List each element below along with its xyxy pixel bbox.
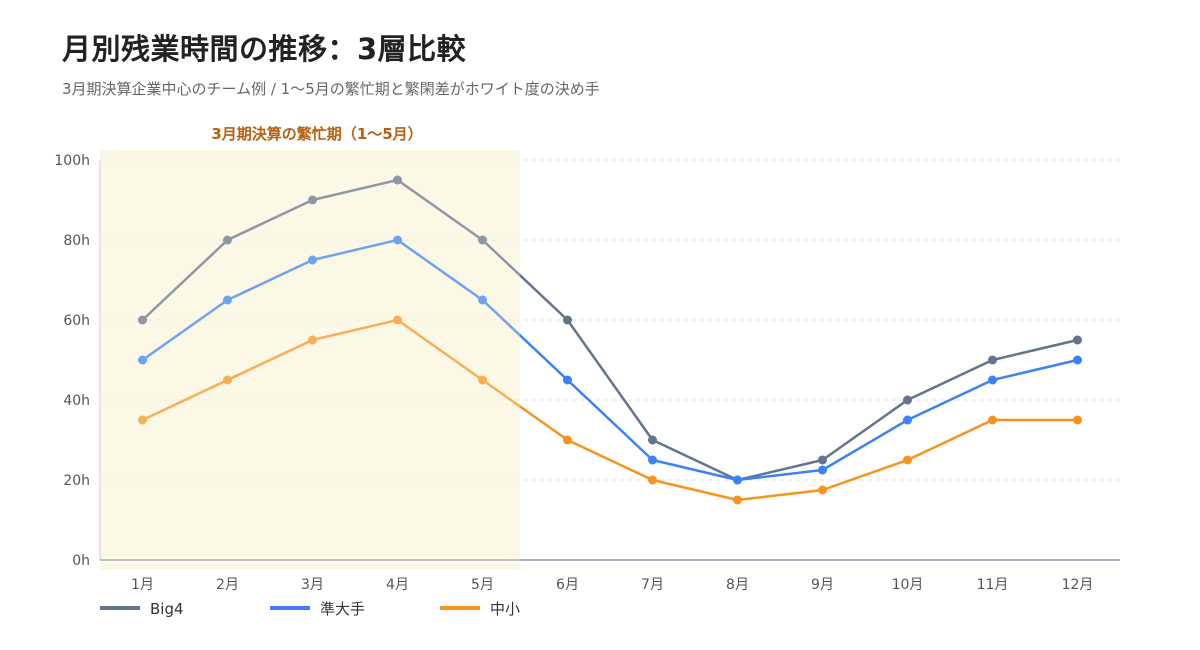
x-tick-label: 7月 xyxy=(641,577,664,593)
x-tick-label: 8月 xyxy=(726,577,749,593)
y-tick-label: 0h xyxy=(72,553,90,569)
data-point xyxy=(138,415,147,425)
data-point xyxy=(1073,415,1082,425)
data-point xyxy=(648,435,657,445)
data-point xyxy=(308,195,317,205)
y-tick-label: 60h xyxy=(63,313,90,329)
data-point xyxy=(818,485,827,495)
y-tick-label: 40h xyxy=(63,393,90,409)
data-point xyxy=(988,415,997,425)
x-tick-label: 9月 xyxy=(811,577,834,593)
data-point xyxy=(1073,355,1082,365)
chart-subtitle: 3月期決算企業中心のチーム例 / 1〜5月の繁忙期と繁閑差がホワイト度の決め手 xyxy=(62,80,600,98)
y-tick-label: 20h xyxy=(63,473,90,489)
x-tick-label: 6月 xyxy=(556,577,579,593)
data-point xyxy=(308,335,317,345)
data-point xyxy=(563,315,572,325)
legend-label: 準大手 xyxy=(320,600,365,618)
data-point xyxy=(563,435,572,445)
data-point xyxy=(733,495,742,505)
x-tick-label: 1月 xyxy=(131,577,154,593)
x-tick-label: 10月 xyxy=(892,577,924,593)
legend-label: 中小 xyxy=(490,600,520,618)
data-point xyxy=(393,315,402,325)
data-point xyxy=(223,235,232,245)
x-tick-label: 5月 xyxy=(471,577,494,593)
x-tick-label: 12月 xyxy=(1062,577,1094,593)
x-tick-label: 2月 xyxy=(216,577,239,593)
chart-title: 月別残業時間の推移：3層比較 xyxy=(62,32,467,66)
data-point xyxy=(478,295,487,305)
data-point xyxy=(818,455,827,465)
band-overlay xyxy=(100,150,520,570)
data-point xyxy=(988,375,997,385)
data-point xyxy=(903,395,912,405)
data-point xyxy=(223,295,232,305)
series-line-0 xyxy=(141,178,1078,482)
data-point xyxy=(818,465,827,475)
busy-season-label: 3月期決算の繁忙期（1〜5月） xyxy=(211,125,422,143)
legend-label: Big4 xyxy=(150,600,184,618)
data-point xyxy=(648,455,657,465)
x-tick-label: 11月 xyxy=(977,577,1009,593)
x-tick-label: 4月 xyxy=(386,577,409,593)
series-line-1 xyxy=(141,238,1078,482)
y-tick-label: 80h xyxy=(63,233,90,249)
data-point xyxy=(308,255,317,265)
data-point xyxy=(223,375,232,385)
y-tick-label: 100h xyxy=(54,153,90,169)
data-point xyxy=(988,355,997,365)
data-point xyxy=(563,375,572,385)
busy-season-band xyxy=(100,150,520,570)
data-point xyxy=(903,415,912,425)
data-point xyxy=(903,455,912,465)
data-point xyxy=(393,235,402,245)
data-point xyxy=(478,235,487,245)
data-point xyxy=(138,355,147,365)
data-point xyxy=(733,475,742,485)
data-point xyxy=(138,315,147,325)
data-point xyxy=(393,175,402,185)
data-point xyxy=(478,375,487,385)
data-point xyxy=(648,475,657,485)
data-point xyxy=(1073,335,1082,345)
x-tick-label: 3月 xyxy=(301,577,324,593)
series-line-2 xyxy=(141,318,1078,502)
